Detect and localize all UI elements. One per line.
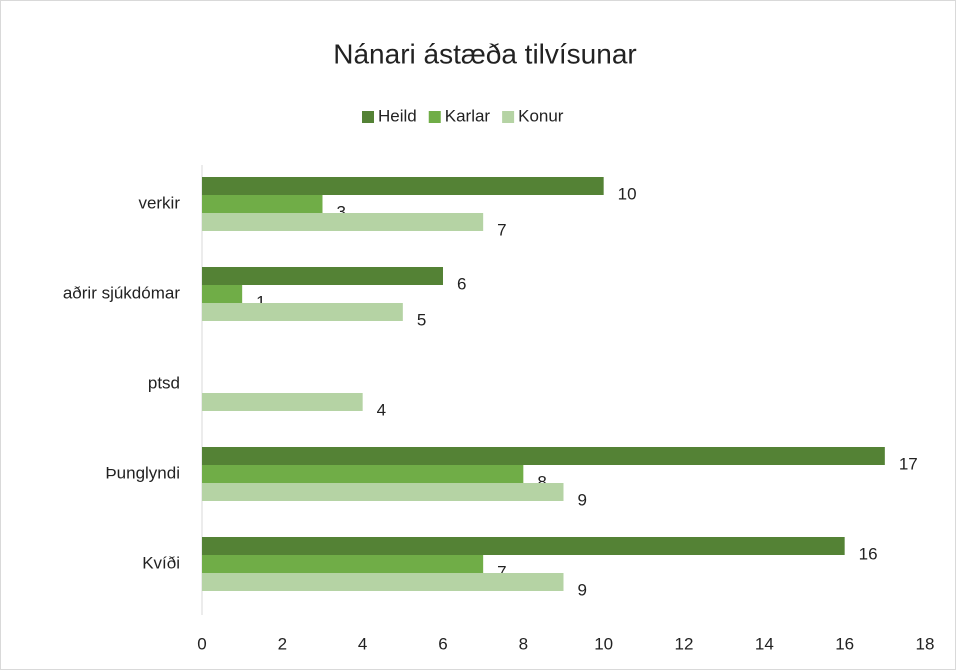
x-tick-label: 12 [675,634,694,653]
x-tick-label: 0 [197,634,206,653]
x-tick-label: 16 [835,634,854,653]
bar [202,195,323,213]
bar [202,213,484,231]
data-label: 8 [537,472,546,491]
data-label: 7 [497,220,506,239]
y-tick-label: ptsd [148,373,180,392]
data-label: 17 [899,454,918,473]
bar [202,537,845,555]
y-tick-label: aðrir sjúkdómar [63,283,180,302]
bar [202,573,564,591]
legend-swatch [428,111,441,123]
y-tick-label: Kvíði [142,553,180,572]
x-tick-label: 2 [278,634,287,653]
y-tick-label: Þunglyndi [105,463,180,482]
x-tick-label: 10 [594,634,613,653]
bar [202,447,885,465]
data-label: 6 [457,274,466,293]
legend-label: Konur [518,106,564,125]
bar [202,267,443,285]
data-label: 16 [859,544,878,563]
bar [202,465,524,483]
x-tick-label: 4 [358,634,367,653]
x-tick-label: 6 [438,634,447,653]
data-label: 9 [578,490,587,509]
data-label: 10 [618,184,637,203]
bar [202,483,564,501]
legend-swatch [502,111,515,123]
bar [202,393,363,411]
x-tick-label: 8 [519,634,528,653]
x-tick-label: 14 [755,634,774,653]
legend-swatch [362,111,374,123]
bar [202,303,403,321]
bar [202,285,243,303]
chart-title: Nánari ástæða tilvísunar [333,38,636,69]
y-tick-label: verkir [138,193,180,212]
x-tick-label: 18 [916,634,935,653]
data-label: 4 [377,400,386,419]
data-label: 5 [417,310,426,329]
data-label: 7 [497,562,506,581]
legend-label: Karlar [445,106,491,125]
bar [202,177,604,195]
data-label: 3 [337,202,346,221]
data-label: 1 [256,292,265,311]
data-label: 9 [578,580,587,599]
legend-label: Heild [378,106,417,125]
bar [202,555,484,573]
